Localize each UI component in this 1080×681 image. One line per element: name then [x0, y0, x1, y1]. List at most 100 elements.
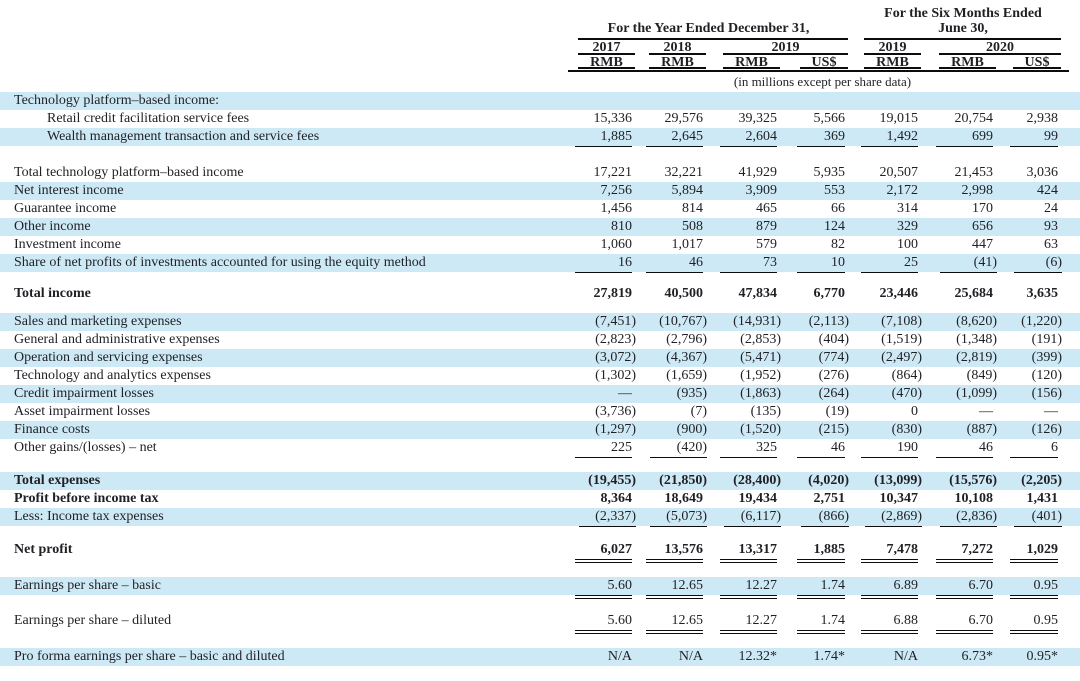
value-cell: 63 — [1044, 237, 1058, 252]
col-year-2019-six-months: 2019 — [878, 40, 907, 55]
value-cell: (1,519) — [881, 332, 922, 347]
value-cell: 553 — [824, 183, 845, 198]
table-row: Technology platform–based income: — [0, 92, 1080, 110]
value-cell: (887) — [966, 422, 997, 437]
value-cell: (4,367) — [666, 350, 707, 365]
table-row: Finance costs (1,297) (900) (1,520) (215) (83… — [0, 421, 1080, 439]
table-body: Technology platform–based income: Retail … — [0, 92, 1080, 666]
col-year-2020: 2020 — [986, 40, 1014, 55]
row-label: Finance costs — [14, 422, 90, 437]
value-cell: (900) — [676, 422, 707, 437]
value-cell: (420) — [632, 439, 707, 458]
col-currency-rmb: RMB — [951, 55, 984, 70]
currency-rule — [578, 67, 635, 69]
value-cell: 5.60 — [565, 577, 632, 599]
value-cell: 82 — [831, 237, 845, 252]
six-months-group-rule — [864, 38, 1061, 40]
value-cell: 0 — [911, 404, 918, 419]
value-cell: 46 — [918, 439, 993, 458]
value-cell: 23,446 — [879, 286, 919, 301]
year-rule — [939, 53, 1061, 55]
value-cell: 2,172 — [886, 183, 919, 198]
table-header: For the Six Months Ended June 30, For th… — [0, 0, 1080, 92]
value-cell: 19,434 — [738, 491, 778, 506]
row-label: Less: Income tax expenses — [14, 509, 164, 524]
value-cell: 579 — [756, 237, 777, 252]
currency-rule — [939, 67, 996, 69]
value-cell: (849) — [966, 368, 997, 383]
currency-rule — [800, 67, 848, 69]
header-separator-rule — [568, 70, 1069, 72]
value-cell: (15,576) — [949, 473, 997, 488]
value-cell: (191) — [1031, 332, 1062, 347]
value-cell: 6.70 — [918, 577, 993, 599]
value-cell — [993, 92, 1058, 110]
value-cell: (13,099) — [874, 473, 922, 488]
value-cell: (470) — [891, 386, 922, 401]
value-cell: (1,220) — [1021, 314, 1062, 329]
value-cell: 369 — [777, 128, 845, 147]
table-row: Investment income 1,060 1,017 579 82 100 447 63 — [0, 236, 1080, 254]
value-cell: 16 — [565, 254, 632, 273]
value-cell: 6.70 — [918, 612, 993, 634]
row-label: Net profit — [14, 542, 73, 557]
value-cell: (3,736) — [595, 404, 636, 419]
row-spacer — [0, 272, 1080, 285]
value-cell: (28,400) — [733, 473, 781, 488]
col-currency-rmb: RMB — [735, 55, 768, 70]
row-label: Profit before income tax — [14, 491, 159, 506]
value-cell: 29,576 — [664, 111, 704, 126]
value-cell: (5,471) — [740, 350, 781, 365]
row-label: Sales and marketing expenses — [14, 314, 182, 329]
value-cell: (1,520) — [740, 422, 781, 437]
value-cell: 2,998 — [961, 183, 994, 198]
value-cell: 13,576 — [632, 541, 703, 563]
value-cell: 1,431 — [1026, 491, 1059, 506]
row-label: Guarantee income — [14, 201, 117, 216]
value-cell: 5,566 — [813, 111, 846, 126]
currency-rule — [864, 67, 921, 69]
value-cell: (935) — [676, 386, 707, 401]
value-cell: 24 — [1044, 201, 1058, 216]
value-cell: (2,869) — [845, 508, 922, 527]
table-row: Profit before income tax 8,364 18,649 19,43… — [0, 490, 1080, 508]
value-cell: (3,072) — [595, 350, 636, 365]
value-cell: (276) — [818, 368, 849, 383]
value-cell: 2,604 — [703, 128, 777, 147]
value-cell: (5,073) — [632, 508, 707, 527]
row-label: Technology platform–based income: — [14, 93, 220, 108]
value-cell: 314 — [897, 201, 918, 216]
value-cell: N/A — [678, 649, 703, 664]
value-cell: 1,492 — [845, 128, 918, 147]
value-cell: (2,819) — [956, 350, 997, 365]
value-cell: 39,325 — [738, 111, 778, 126]
value-cell: (41) — [918, 254, 997, 273]
value-cell: 1,017 — [671, 237, 704, 252]
value-cell: (1,952) — [740, 368, 781, 383]
value-cell: (6,117) — [703, 508, 781, 527]
value-cell: 21,453 — [954, 165, 994, 180]
value-cell: 1.74* — [813, 649, 846, 664]
value-cell: 6.88 — [845, 612, 918, 634]
value-cell: 17,221 — [593, 165, 633, 180]
value-cell: (1,659) — [666, 368, 707, 383]
value-cell: (866) — [777, 508, 849, 527]
value-cell: 0.95 — [993, 577, 1058, 599]
value-cell: (14,931) — [733, 314, 781, 329]
value-cell: (7,451) — [595, 314, 636, 329]
value-cell: (7,108) — [881, 314, 922, 329]
value-cell: 10,108 — [954, 491, 994, 506]
value-cell: 1.74 — [777, 577, 845, 599]
value-cell: 325 — [703, 439, 777, 458]
value-cell: (264) — [818, 386, 849, 401]
value-cell: 0.95* — [1026, 649, 1059, 664]
value-cell: 25,684 — [954, 286, 994, 301]
value-cell: — — [979, 404, 993, 419]
col-currency-rmb: RMB — [590, 55, 623, 70]
value-cell: 814 — [682, 201, 703, 216]
value-cell: (1,297) — [595, 422, 636, 437]
value-cell: 32,221 — [664, 165, 704, 180]
value-cell — [845, 92, 918, 110]
value-cell — [703, 92, 777, 110]
